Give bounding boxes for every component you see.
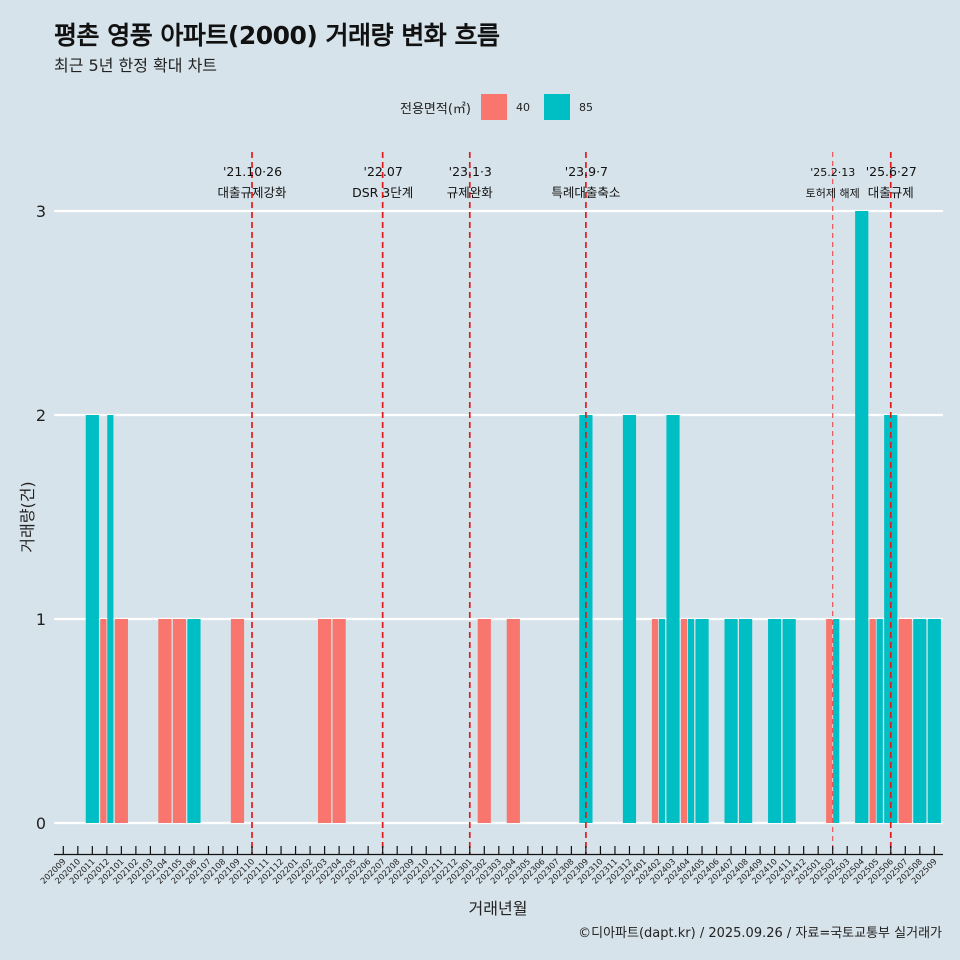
bar-40 bbox=[651, 619, 659, 823]
bar-85 bbox=[579, 415, 593, 823]
x-axis-title: 거래년월 bbox=[469, 899, 528, 918]
event-lines: '21.10·26 대출규제강화 '22.07 DSR 3단계 '23.1·3 규제완화 '… bbox=[218, 152, 917, 855]
bar-85 bbox=[855, 211, 869, 823]
bar-85 bbox=[927, 619, 941, 823]
event-date: '25.2·13 bbox=[810, 166, 855, 179]
y-axis-title: 거래량(건) bbox=[18, 481, 37, 552]
bar-40 bbox=[826, 619, 833, 823]
bar-85 bbox=[913, 619, 927, 823]
y-tick-label: 1 bbox=[36, 610, 46, 629]
chart-subtitle: 최근 5년 한정 확대 차트 bbox=[54, 56, 218, 75]
bar-40 bbox=[506, 619, 520, 823]
y-tick-label: 2 bbox=[36, 406, 46, 425]
event-date: '23.1·3 bbox=[449, 164, 492, 179]
bar-85 bbox=[85, 415, 99, 823]
chart-title: 평촌 영풍 아파트(2000) 거래량 변화 흐름 bbox=[54, 21, 500, 50]
legend-title: 전용면적(㎡) bbox=[400, 101, 471, 117]
y-axis: 0 1 2 3 bbox=[36, 202, 46, 833]
legend-key-40 bbox=[480, 94, 507, 120]
bar-85 bbox=[695, 619, 709, 823]
bar-40 bbox=[680, 619, 688, 823]
bar-40 bbox=[114, 619, 128, 823]
legend: 전용면적(㎡) 40 85 bbox=[400, 93, 607, 121]
bar-85 bbox=[187, 619, 201, 823]
bar-85 bbox=[782, 619, 796, 823]
bar-40 bbox=[477, 619, 491, 823]
bar-40 bbox=[898, 619, 912, 823]
y-tick-label: 0 bbox=[36, 814, 46, 833]
bar-85 bbox=[738, 619, 753, 823]
bars bbox=[85, 211, 941, 823]
bar-85 bbox=[622, 415, 637, 823]
bar-85 bbox=[833, 619, 840, 823]
gridlines bbox=[54, 209, 943, 825]
event-date: '21.10·26 bbox=[223, 164, 282, 179]
event-date: '23.9·7 bbox=[565, 164, 608, 179]
bar-85 bbox=[876, 619, 883, 823]
bar-85 bbox=[884, 415, 898, 823]
event-label: DSR 3단계 bbox=[352, 185, 413, 200]
bar-85 bbox=[658, 619, 666, 823]
legend-label-40: 40 bbox=[515, 100, 530, 114]
event-label: 대출규제강화 bbox=[218, 185, 288, 200]
bar-40 bbox=[318, 619, 332, 823]
event-label: 특례대출축소 bbox=[551, 185, 620, 200]
event-label: 규제완화 bbox=[447, 185, 494, 200]
source-footer: ©디아파트(dapt.kr) / 2025.09.26 / 자료=국토교통부 실… bbox=[578, 926, 942, 941]
bar-85 bbox=[107, 415, 114, 823]
bar-85 bbox=[666, 415, 680, 823]
event-date: '25.6·27 bbox=[866, 164, 917, 179]
event-label: 토허제 해제 bbox=[806, 186, 860, 200]
bar-40 bbox=[172, 619, 187, 823]
bar-40 bbox=[332, 619, 346, 823]
legend-label-85: 85 bbox=[578, 100, 593, 114]
bar-85 bbox=[768, 619, 782, 823]
bar-40 bbox=[158, 619, 172, 823]
bar-85 bbox=[687, 619, 695, 823]
event-label: 대출규제 bbox=[868, 185, 914, 200]
bar-85 bbox=[724, 619, 738, 823]
bar-40 bbox=[869, 619, 876, 823]
bar-40 bbox=[230, 619, 245, 823]
legend-key-85 bbox=[543, 94, 570, 120]
x-axis: 2020092020102020112020122021012021022021… bbox=[38, 846, 943, 886]
y-tick-label: 3 bbox=[36, 202, 46, 221]
event-date: '22.07 bbox=[364, 164, 403, 179]
bar-40 bbox=[100, 619, 107, 823]
